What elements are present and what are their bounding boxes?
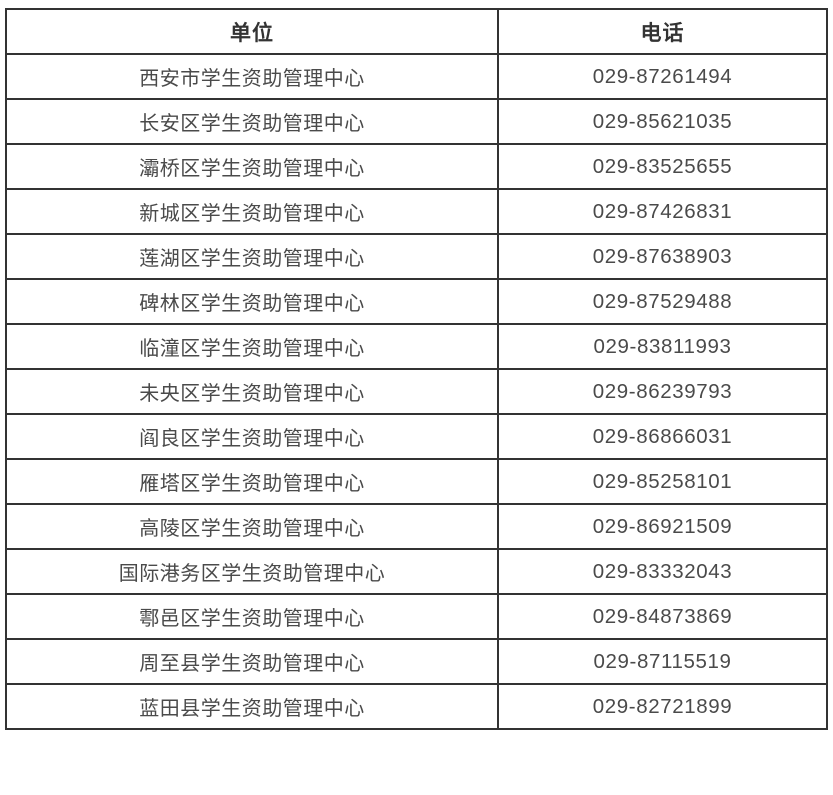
cell-phone: 029-83811993 <box>497 323 828 370</box>
cell-unit: 新城区学生资助管理中心 <box>5 188 499 235</box>
table-row: 周至县学生资助管理中心 029-87115519 <box>5 638 828 685</box>
cell-unit: 莲湖区学生资助管理中心 <box>5 233 499 280</box>
cell-unit: 阎良区学生资助管理中心 <box>5 413 499 460</box>
cell-phone: 029-83525655 <box>497 143 828 190</box>
table-row: 国际港务区学生资助管理中心 029-83332043 <box>5 548 828 595</box>
cell-unit: 临潼区学生资助管理中心 <box>5 323 499 370</box>
table-row: 未央区学生资助管理中心 029-86239793 <box>5 368 828 415</box>
cell-phone: 029-87115519 <box>497 638 828 685</box>
table-row: 长安区学生资助管理中心 029-85621035 <box>5 98 828 145</box>
cell-unit: 蓝田县学生资助管理中心 <box>5 683 499 730</box>
unit-phone-table: 单位 电话 西安市学生资助管理中心 029-87261494 长安区学生资助管理中心… <box>5 8 828 730</box>
cell-phone: 029-86866031 <box>497 413 828 460</box>
cell-unit: 周至县学生资助管理中心 <box>5 638 499 685</box>
cell-phone: 029-84873869 <box>497 593 828 640</box>
table-row: 高陵区学生资助管理中心 029-86921509 <box>5 503 828 550</box>
cell-phone: 029-86239793 <box>497 368 828 415</box>
table-row: 雁塔区学生资助管理中心 029-85258101 <box>5 458 828 505</box>
table-header-row: 单位 电话 <box>5 8 828 55</box>
table-row: 莲湖区学生资助管理中心 029-87638903 <box>5 233 828 280</box>
cell-unit: 长安区学生资助管理中心 <box>5 98 499 145</box>
table-body: 西安市学生资助管理中心 029-87261494 长安区学生资助管理中心 029-85… <box>5 53 828 730</box>
cell-phone: 029-87426831 <box>497 188 828 235</box>
table-row: 鄠邑区学生资助管理中心 029-84873869 <box>5 593 828 640</box>
table-row: 西安市学生资助管理中心 029-87261494 <box>5 53 828 100</box>
table-row: 新城区学生资助管理中心 029-87426831 <box>5 188 828 235</box>
table-header: 单位 电话 <box>5 8 828 55</box>
column-header-unit: 单位 <box>5 8 499 55</box>
table-row: 临潼区学生资助管理中心 029-83811993 <box>5 323 828 370</box>
cell-phone: 029-87529488 <box>497 278 828 325</box>
cell-unit: 灞桥区学生资助管理中心 <box>5 143 499 190</box>
cell-unit: 鄠邑区学生资助管理中心 <box>5 593 499 640</box>
cell-phone: 029-87261494 <box>497 53 828 100</box>
cell-unit: 国际港务区学生资助管理中心 <box>5 548 499 595</box>
cell-unit: 碑林区学生资助管理中心 <box>5 278 499 325</box>
cell-unit: 雁塔区学生资助管理中心 <box>5 458 499 505</box>
table-row: 蓝田县学生资助管理中心 029-82721899 <box>5 683 828 730</box>
cell-unit: 高陵区学生资助管理中心 <box>5 503 499 550</box>
cell-phone: 029-82721899 <box>497 683 828 730</box>
cell-phone: 029-87638903 <box>497 233 828 280</box>
cell-unit: 未央区学生资助管理中心 <box>5 368 499 415</box>
cell-phone: 029-86921509 <box>497 503 828 550</box>
cell-phone: 029-85621035 <box>497 98 828 145</box>
contact-table-container: 单位 电话 西安市学生资助管理中心 029-87261494 长安区学生资助管理中心… <box>5 8 828 730</box>
watermark-text <box>640 736 820 750</box>
table-row: 灞桥区学生资助管理中心 029-83525655 <box>5 143 828 190</box>
cell-unit: 西安市学生资助管理中心 <box>5 53 499 100</box>
table-row: 阎良区学生资助管理中心 029-86866031 <box>5 413 828 460</box>
column-header-phone: 电话 <box>497 8 828 55</box>
cell-phone: 029-85258101 <box>497 458 828 505</box>
cell-phone: 029-83332043 <box>497 548 828 595</box>
table-row: 碑林区学生资助管理中心 029-87529488 <box>5 278 828 325</box>
